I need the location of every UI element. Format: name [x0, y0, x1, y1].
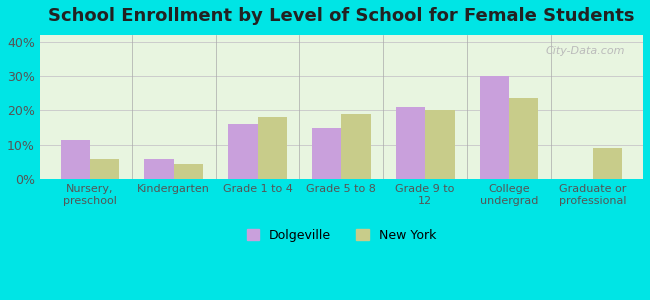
Bar	[509, 98, 538, 179]
Bar	[593, 148, 622, 179]
Bar	[312, 128, 341, 179]
Bar	[425, 110, 454, 179]
Title: School Enrollment by Level of School for Female Students: School Enrollment by Level of School for…	[48, 7, 634, 25]
Bar	[480, 76, 509, 179]
Bar	[341, 114, 370, 179]
Bar	[257, 117, 287, 179]
Bar	[144, 159, 174, 179]
Legend: Dolgeville, New York: Dolgeville, New York	[240, 223, 443, 248]
Bar	[228, 124, 257, 179]
Bar	[90, 159, 120, 179]
Bar	[60, 140, 90, 179]
Text: City-Data.com: City-Data.com	[545, 46, 625, 56]
Bar	[396, 107, 425, 179]
Bar	[174, 164, 203, 179]
